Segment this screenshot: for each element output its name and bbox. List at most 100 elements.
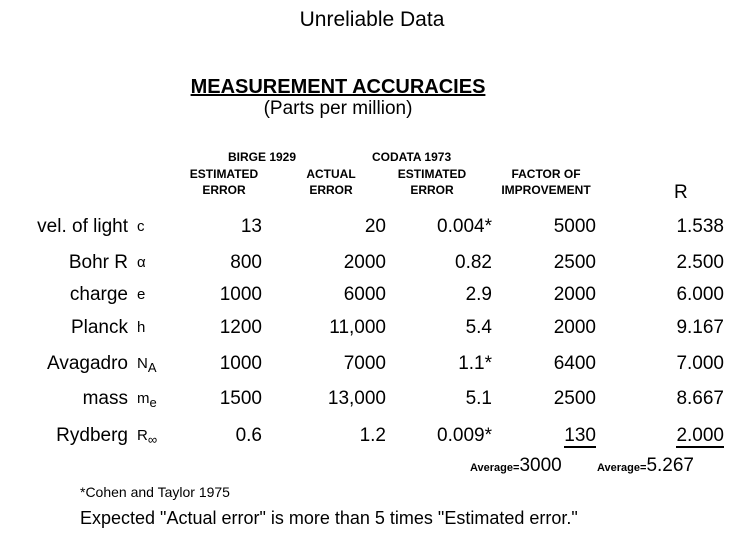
cell-codata-estimated-error: 5.1: [396, 388, 492, 410]
row-label: Avagadro: [47, 353, 128, 374]
cell-estimated-error: 1000: [190, 284, 262, 306]
cell-actual-error-value: 2000: [343, 252, 386, 273]
cell-r: 7.000: [628, 353, 724, 375]
cell-estimated-error-value: 13: [240, 216, 262, 237]
cell-factor-of-improvement-value: 5000: [553, 216, 596, 237]
table-heading: MEASUREMENT ACCURACIES: [190, 76, 486, 98]
col-header-r: R: [674, 182, 688, 203]
cell-factor-of-improvement: 2000: [510, 284, 596, 306]
cell-estimated-error-value: 800: [230, 252, 262, 273]
table-subheading: (Parts per million): [263, 98, 413, 119]
cell-r-value: 1.538: [676, 216, 724, 237]
cell-codata-estimated-error-value: 5.1: [465, 388, 492, 409]
cell-factor-of-improvement: 2000: [510, 317, 596, 339]
cell-factor-of-improvement-value: 130: [564, 425, 596, 448]
cell-estimated-error: 800: [190, 252, 262, 274]
cell-actual-error: 13,000: [290, 388, 386, 410]
cell-codata-estimated-error: 2.9: [396, 284, 492, 306]
cell-r: 2.500: [628, 252, 724, 274]
cell-actual-error-value: 7000: [343, 353, 386, 374]
cell-r: 9.167: [628, 317, 724, 339]
cell-codata-estimated-error: 0.004*: [396, 216, 492, 238]
cell-actual-error: 1.2: [290, 425, 386, 447]
cell-factor-of-improvement-value: 2500: [553, 388, 596, 409]
cell-estimated-error-value: 0.6: [235, 425, 262, 446]
row-symbol-main: c: [137, 218, 145, 235]
cell-r: 2.000: [628, 425, 724, 448]
cell-actual-error-value: 6000: [343, 284, 386, 305]
cell-factor-of-improvement-value: 2000: [553, 284, 596, 305]
cell-codata-estimated-error-value: 5.4: [465, 317, 492, 338]
page-title: Unreliable Data: [299, 8, 445, 31]
row-symbol: R∞: [137, 427, 157, 447]
cell-r: 8.667: [628, 388, 724, 410]
row-label: Rydberg: [56, 425, 128, 446]
col-header-line: ERROR: [309, 183, 353, 197]
cell-actual-error-value: 11,000: [329, 317, 386, 338]
cell-factor-of-improvement: 6400: [510, 353, 596, 375]
row-symbol-subscript: A: [147, 360, 157, 375]
row-symbol: α: [137, 254, 146, 271]
factor-average-value: 3000: [519, 455, 562, 476]
group-header-birge: BIRGE 1929: [228, 150, 297, 164]
cell-r: 6.000: [628, 284, 724, 306]
group-header-codata: CODATA 1973: [372, 150, 452, 164]
row-label: charge: [69, 284, 128, 305]
cell-r-value: 7.000: [676, 353, 724, 374]
cell-factor-of-improvement-value: 2500: [553, 252, 596, 273]
row-symbol-main: m: [137, 390, 150, 407]
col-header-factor-of-improvement: FACTOR OF IMPROVEMENT: [486, 166, 606, 198]
cell-actual-error-value: 20: [364, 216, 386, 237]
cell-codata-estimated-error-value: 0.82: [455, 252, 492, 273]
cell-factor-of-improvement-value: 6400: [553, 353, 596, 374]
cell-estimated-error: 1500: [190, 388, 262, 410]
cell-estimated-error: 13: [190, 216, 262, 238]
cell-actual-error: 2000: [290, 252, 386, 274]
row-symbol-main: h: [137, 319, 146, 336]
row-symbol: c: [137, 218, 145, 235]
factor-average-label: Average=: [470, 462, 520, 474]
col-header-actual-error: ACTUAL ERROR: [296, 166, 366, 198]
row-symbol: me: [137, 390, 157, 410]
row-symbol: h: [137, 319, 145, 336]
cell-r-value: 9.167: [676, 317, 724, 338]
cell-actual-error: 6000: [290, 284, 386, 306]
row-label: mass: [82, 388, 128, 409]
cell-r-value: 8.667: [676, 388, 724, 409]
cell-codata-estimated-error: 5.4: [396, 317, 492, 339]
row-symbol-main: e: [137, 286, 146, 303]
cell-estimated-error-value: 1000: [219, 284, 262, 305]
col-header-estimated-error: ESTIMATED ERROR: [184, 166, 264, 198]
cell-factor-of-improvement: 130: [510, 425, 596, 448]
row-symbol: e: [137, 286, 145, 303]
cell-factor-of-improvement: 2500: [510, 388, 596, 410]
r-average-value: 5.267: [646, 455, 694, 476]
cell-estimated-error: 1000: [190, 353, 262, 375]
cell-actual-error: 11,000: [290, 317, 386, 339]
col-header-line: FACTOR OF: [511, 167, 581, 181]
row-symbol-main: R: [137, 427, 148, 444]
cell-factor-of-improvement: 2500: [510, 252, 596, 274]
cell-estimated-error-value: 1000: [219, 353, 262, 374]
row-symbol-subscript: e: [149, 395, 157, 410]
conclusion-text: Expected "Actual error" is more than 5 t…: [80, 508, 578, 528]
cell-codata-estimated-error: 0.82: [396, 252, 492, 274]
cell-codata-estimated-error-value: 0.004*: [437, 216, 492, 237]
cell-estimated-error-value: 1500: [219, 388, 262, 409]
r-average-label: Average=: [597, 462, 647, 474]
cell-estimated-error: 0.6: [190, 425, 262, 447]
row-symbol-main: α: [137, 254, 146, 271]
col-header-line: ERROR: [202, 183, 246, 197]
cell-codata-estimated-error: 0.009*: [396, 425, 492, 447]
cell-factor-of-improvement-value: 2000: [553, 317, 596, 338]
row-label: Planck: [70, 317, 128, 338]
cell-r: 1.538: [628, 216, 724, 238]
row-symbol: NA: [137, 355, 157, 375]
col-header-line: ERROR: [410, 183, 454, 197]
row-label: vel. of light: [37, 216, 128, 237]
cell-r-value: 6.000: [676, 284, 724, 305]
cell-codata-estimated-error-value: 0.009*: [437, 425, 492, 446]
row-symbol-subscript: ∞: [147, 432, 158, 447]
cell-actual-error: 7000: [290, 353, 386, 375]
cell-factor-of-improvement: 5000: [510, 216, 596, 238]
